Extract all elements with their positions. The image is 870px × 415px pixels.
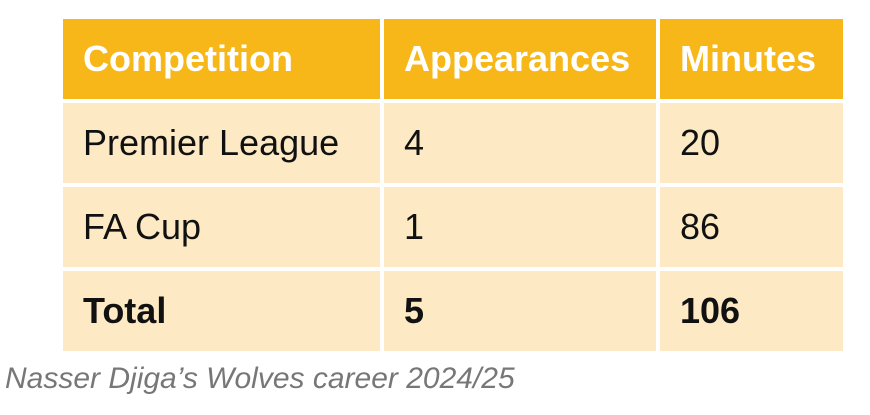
header-cell: Appearances (384, 19, 656, 99)
caption: Nasser Djiga’s Wolves career 2024/25 (5, 362, 515, 395)
row: FA Cup 1 86 (63, 187, 843, 267)
row: Premier League 4 20 (63, 103, 843, 183)
cell: 1 (384, 187, 656, 267)
total-row: Total 5 106 (63, 271, 843, 351)
cell: 86 (660, 187, 843, 267)
header-cell: Minutes (660, 19, 843, 99)
cell: 5 (384, 271, 656, 351)
cell: 106 (660, 271, 843, 351)
stats-table: Competition Appearances Minutes Premier … (59, 15, 847, 355)
cell: 20 (660, 103, 843, 183)
header-cell: Competition (63, 19, 380, 99)
cell: 4 (384, 103, 656, 183)
cell: FA Cup (63, 187, 380, 267)
cell: Total (63, 271, 380, 351)
cell: Premier League (63, 103, 380, 183)
table-wrap: Competition Appearances Minutes Premier … (63, 19, 843, 351)
header-row: Competition Appearances Minutes (63, 19, 843, 99)
